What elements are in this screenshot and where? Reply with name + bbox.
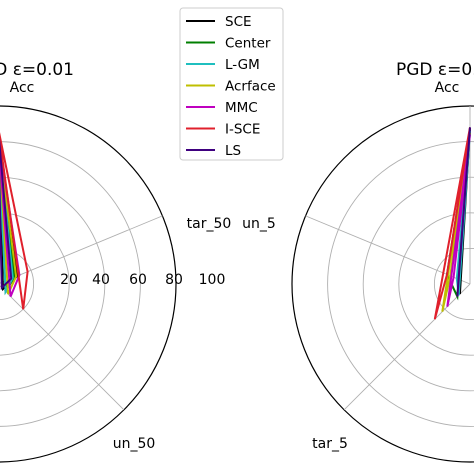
legend-label-mmc: MMC [225,100,258,116]
right-series-i-sce [433,127,471,320]
right-axis-label-tar_5: tar_5 [312,436,348,452]
right-spoke [305,215,471,285]
left-axis-label-tar_50: tar_50 [187,216,232,232]
left-series-ls [0,138,13,291]
left-spoke [0,215,163,284]
left-grid-circle [0,212,70,356]
right-chart-title: PGD ε=0. [396,60,474,80]
legend-label-center: Center [225,36,271,52]
left-grid-circle [0,141,141,427]
left-radar-chart [0,105,177,463]
legend-label-ls: LS [225,143,241,159]
r-tick-label: 100 [199,272,226,288]
legend-label-l-gm: L-GM [225,57,260,73]
left-chart-title: D ε=0.01 [0,60,74,80]
right-axis-label-acc: Acc [435,80,460,96]
left-axis-label-un_50: un_50 [113,436,156,452]
right-axis-label-un_5: un_5 [242,216,276,232]
legend-frame [179,7,284,161]
r-tick-label: 80 [165,272,183,288]
right-spoke [343,283,471,411]
r-tick-label: 20 [60,272,78,288]
right-radar-chart [291,105,474,463]
right-series-ls [456,127,471,297]
r-tick-label: 60 [129,272,147,288]
legend-label-acrface: Acrface [225,79,276,95]
left-grid-circle [0,176,106,392]
r-tick-label: 40 [92,272,110,288]
legend: SCE Center L-GM Acrface MMC I-SCE LS [179,7,284,161]
legend-label-sce: SCE [225,14,252,30]
left-grid-circle [0,248,35,320]
left-spoke [0,285,125,411]
right-series-mmc [446,134,471,307]
left-series-i-sce [0,132,29,310]
left-series-acrface [0,140,18,295]
left-grid-circle [0,105,177,463]
legend-label-i-sce: I-SCE [225,122,260,138]
left-axis-label-acc: Acc [10,80,35,96]
